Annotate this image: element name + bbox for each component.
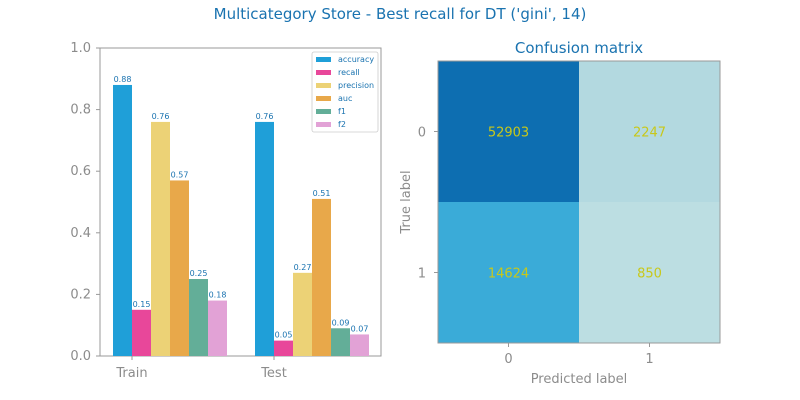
legend-swatch (316, 57, 331, 62)
heatmap-x-tick-label: 1 (645, 352, 653, 367)
heatmap-cell-label: 2247 (633, 126, 666, 141)
bar-value-label: 0.05 (275, 331, 293, 340)
heatmap-cell-label: 52903 (488, 126, 529, 141)
legend-swatch (316, 122, 331, 127)
bar (113, 84, 132, 357)
x-tick-label: Test (260, 366, 287, 381)
bar (293, 272, 312, 356)
legend-label: recall (338, 68, 360, 77)
bar (170, 180, 189, 356)
bar-value-label: 0.18 (209, 291, 227, 300)
y-tick-label: 1.0 (70, 41, 91, 56)
bar (208, 300, 227, 356)
bar (151, 121, 170, 356)
y-tick-label: 0.2 (70, 287, 91, 302)
bar-value-label: 0.15 (133, 300, 151, 309)
bar-value-label: 0.25 (190, 269, 208, 278)
bar-value-label: 0.09 (332, 318, 350, 327)
bar (331, 328, 350, 356)
heatmap-x-axis-label: Predicted label (531, 372, 628, 387)
bar (189, 279, 208, 356)
y-tick-label: 0.0 (70, 349, 91, 364)
heatmap-y-axis-label: True label (399, 170, 414, 234)
x-tick-label: Train (115, 366, 147, 381)
figure-title: Multicategory Store - Best recall for DT… (213, 5, 587, 23)
bar (350, 334, 369, 356)
legend-label: accuracy (338, 55, 374, 64)
legend-label: precision (338, 81, 374, 90)
y-tick-label: 0.8 (70, 103, 91, 118)
bar (255, 121, 274, 356)
legend-swatch (316, 109, 331, 114)
bar (312, 198, 331, 356)
heatmap-y-tick-label: 0 (418, 126, 426, 141)
legend-swatch (316, 83, 331, 88)
y-tick-label: 0.6 (70, 164, 91, 179)
legend-label: auc (338, 94, 352, 103)
heatmap-y-tick-label: 1 (418, 267, 426, 282)
heatmap-cell-label: 850 (637, 267, 662, 282)
legend-swatch (316, 96, 331, 101)
heatmap-cell (438, 202, 579, 343)
bar-value-label: 0.51 (313, 189, 331, 198)
bar-value-label: 0.76 (256, 112, 274, 121)
heatmap-cell (438, 61, 579, 202)
bar-value-label: 0.76 (152, 112, 170, 121)
bar-value-label: 0.57 (171, 170, 189, 179)
heatmap-cell-label: 14624 (488, 267, 529, 282)
legend-swatch (316, 70, 331, 75)
bar-value-label: 0.27 (294, 263, 312, 272)
bar-value-label: 0.07 (351, 324, 369, 333)
heatmap-cell (579, 202, 720, 343)
bar-axes-frame (99, 47, 382, 357)
heatmap-title: Confusion matrix (515, 39, 643, 57)
bar (132, 309, 151, 356)
heatmap-frame (437, 60, 721, 344)
bar (274, 340, 293, 356)
y-tick-label: 0.4 (70, 226, 91, 241)
heatmap-cell (579, 61, 720, 202)
bar-value-label: 0.88 (114, 75, 132, 84)
legend-label: f2 (338, 120, 346, 129)
legend-label: f1 (338, 107, 346, 116)
heatmap-x-tick-label: 0 (504, 352, 512, 367)
